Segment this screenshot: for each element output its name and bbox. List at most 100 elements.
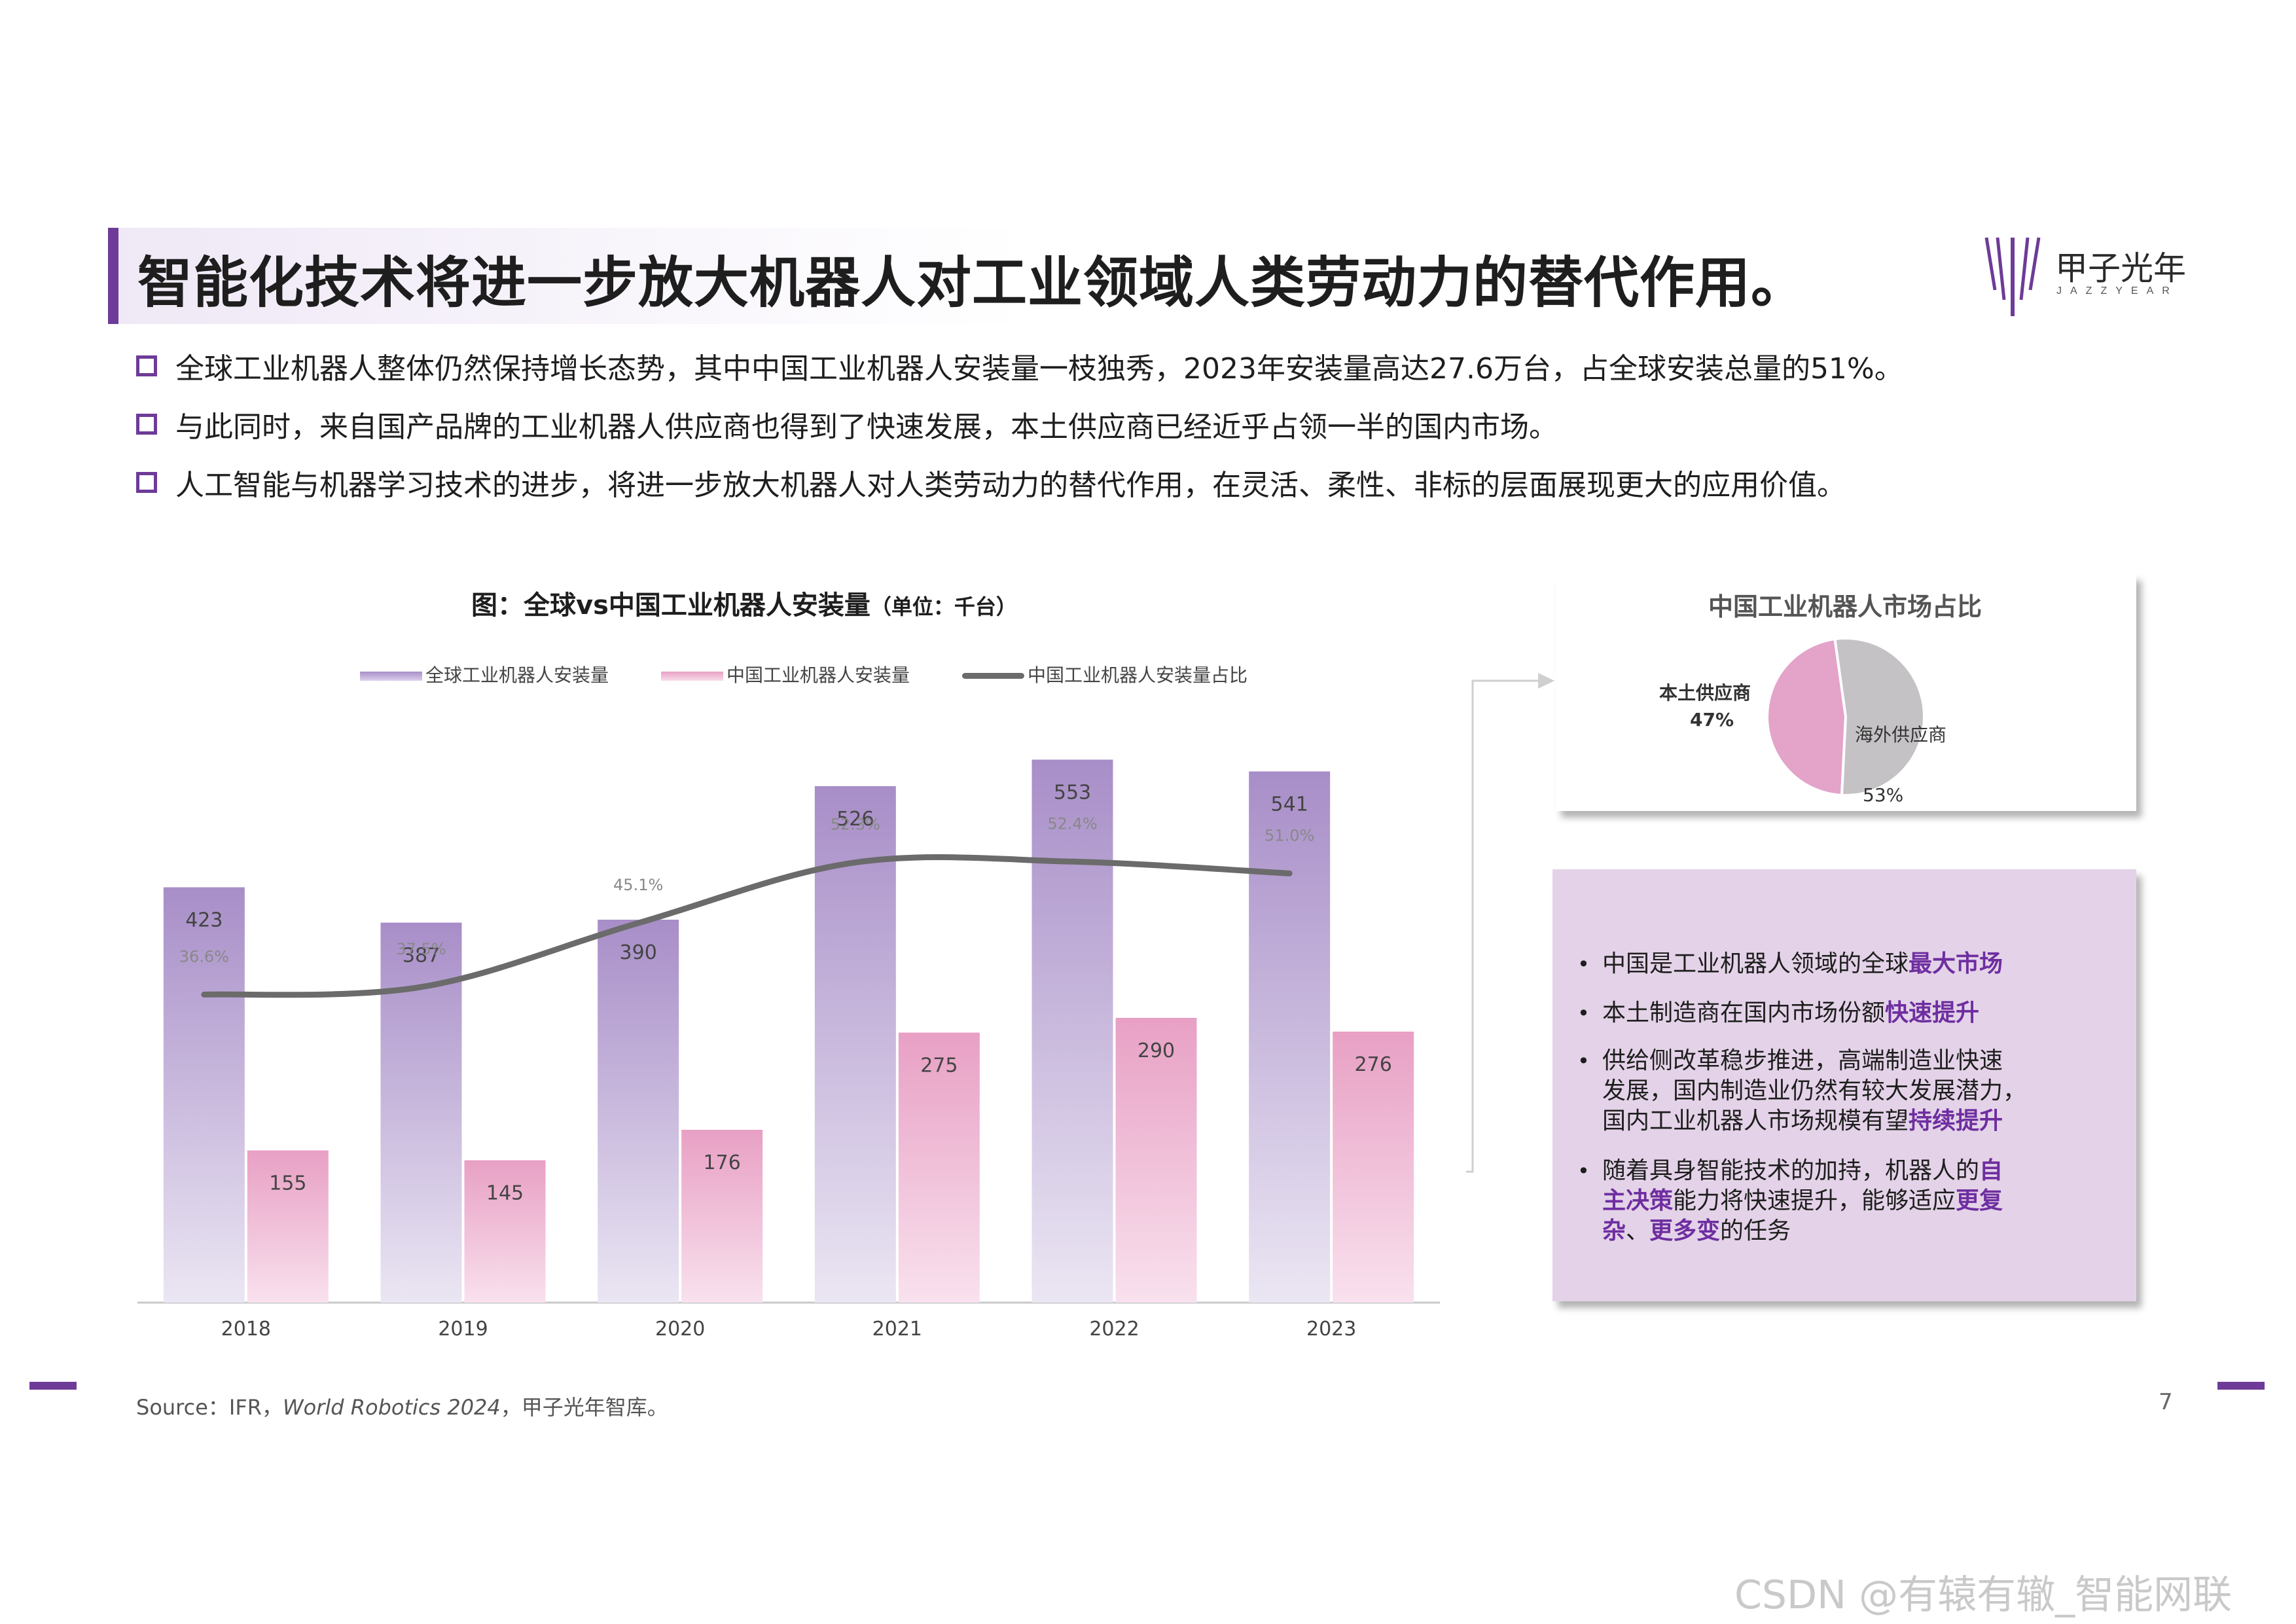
data-label-share: 37.5%	[396, 940, 446, 958]
share-line	[201, 854, 1293, 998]
summary-highlight: 杂	[1602, 1218, 1626, 1244]
bar-global	[163, 887, 245, 1303]
bar-china	[1115, 1018, 1197, 1303]
chart-title-main: 图：全球vs中国工业机器人安装量	[471, 590, 870, 621]
summary-text: 供给侧改革稳步推进，高端制造业快速	[1602, 1047, 2003, 1074]
share-point	[854, 861, 856, 863]
summary-item: • 随着具身智能技术的加持，机器人的自 主决策能力将快速提升，能够适应更复 杂、…	[1577, 1156, 2100, 1246]
summary-highlight: 主决策	[1602, 1187, 1674, 1214]
legend-swatch-global	[360, 672, 422, 681]
bar-global	[814, 786, 896, 1303]
bullet-dot-icon: •	[1577, 1001, 1590, 1026]
pie-value-overseas: 53%	[1863, 784, 1904, 806]
footer-accent-left	[29, 1382, 77, 1390]
data-label-china: 275	[920, 1055, 958, 1077]
legend-swatch-china	[661, 672, 723, 681]
pie-slice-overseas	[1833, 637, 1926, 797]
bar-global	[598, 920, 679, 1303]
data-label-china: 276	[1355, 1053, 1392, 1076]
summary-text: 本土制造商在国内市场份额	[1602, 1000, 1886, 1026]
pie-value-domestic: 47%	[1690, 709, 1734, 731]
pie-label-domestic: 本土供应商	[1659, 682, 1751, 704]
data-label-china: 145	[486, 1182, 524, 1205]
bar-china	[681, 1130, 763, 1303]
connector-arrow	[1466, 673, 1554, 1173]
title-accent-bar	[108, 228, 118, 324]
summary-text: 发展，国内制造业仍然有较大发展潜力，	[1602, 1077, 2027, 1104]
watermark-text: CSDN @有辕有辙_智能网联	[1734, 1572, 2233, 1618]
data-label-china: 176	[704, 1151, 741, 1174]
x-tick-label: 2018	[221, 1318, 271, 1341]
legend-label-china: 中国工业机器人安装量	[726, 664, 910, 686]
x-tick-label: 2019	[438, 1318, 488, 1341]
summary-item: • 本土制造商在国内市场份额快速提升	[1577, 998, 2100, 1028]
legend-swatch-share	[962, 673, 1024, 679]
summary-highlight: 最大市场	[1909, 950, 2003, 977]
data-label-share: 45.1%	[613, 876, 663, 894]
source-note: Source：IFR，World Robotics 2024，甲子光年智库。	[136, 1391, 668, 1421]
bar-china	[247, 1150, 329, 1303]
share-point	[1289, 873, 1291, 875]
summary-item: • 中国是工业机器人领域的全球最大市场	[1577, 949, 2100, 979]
data-label-global: 387	[403, 945, 440, 967]
bar-global	[1249, 771, 1331, 1303]
bullet-dot-icon: •	[1577, 1159, 1590, 1183]
chart-title: 图：全球vs中国工业机器人安装量（单位：千台）	[471, 584, 1017, 622]
logo-icon	[1984, 237, 2041, 316]
bar-china	[1333, 1032, 1414, 1303]
data-label-global: 526	[836, 808, 874, 831]
pie-chart	[1766, 637, 1926, 797]
summary-highlight: 快速提升	[1885, 1000, 1980, 1026]
bar-global	[380, 922, 462, 1303]
source-text-tail: ，甲子光年智库。	[500, 1395, 668, 1420]
bullet-dot-icon: •	[1577, 952, 1590, 977]
x-tick-label: 2022	[1089, 1318, 1139, 1341]
legend-label-global: 全球工业机器人安装量	[425, 664, 609, 686]
chart-title-unit: （单位：千台）	[870, 594, 1017, 619]
data-label-share: 51.0%	[1265, 826, 1314, 844]
data-label-china: 290	[1138, 1039, 1175, 1062]
title-background	[108, 228, 1024, 324]
bullet-text: 全球工业机器人整体仍然保持增长态势，其中中国工业机器人安装量一枝独秀，2023年…	[175, 352, 1903, 386]
legend-label-share: 中国工业机器人安装量占比	[1028, 664, 1248, 686]
logo-text-cn: 甲子光年	[2055, 249, 2186, 287]
square-bullet-icon	[136, 414, 157, 435]
summary-text: 中国是工业机器人领域的全球	[1602, 950, 1909, 977]
data-label-global: 553	[1054, 782, 1091, 804]
logo-text-en: JAZZYEAR	[2056, 285, 2178, 297]
square-bullet-icon	[136, 355, 157, 376]
bullet-text: 人工智能与机器学习技术的进步，将进一步放大机器人对人类劳动力的替代作用，在灵活、…	[175, 469, 1846, 502]
x-tick-label: 2023	[1306, 1318, 1356, 1341]
bar-global	[1031, 759, 1113, 1303]
bar-china	[464, 1160, 546, 1303]
summary-item: • 供给侧改革稳步推进，高端制造业快速 发展，国内制造业仍然有较大发展潜力， 国…	[1577, 1046, 2100, 1136]
share-point	[420, 986, 422, 988]
x-tick-label: 2021	[872, 1318, 922, 1341]
summary-highlight: 自	[1979, 1157, 2003, 1184]
pie-title: 中国工业机器人市场占比	[1708, 592, 1982, 621]
share-point	[1071, 861, 1073, 863]
share-point	[203, 994, 205, 996]
summary-text: 、	[1626, 1218, 1650, 1244]
summary-highlight: 持续提升	[1909, 1108, 2003, 1134]
bar-china	[898, 1032, 980, 1303]
summary-text: 国内工业机器人市场规模有望	[1602, 1108, 1909, 1134]
square-bullet-icon	[136, 472, 157, 493]
data-label-global: 423	[185, 909, 223, 932]
share-point	[637, 922, 639, 924]
bullet-dot-icon: •	[1577, 1049, 1590, 1074]
source-publication: World Robotics 2024	[283, 1395, 501, 1420]
summary-text: 的任务	[1720, 1218, 1791, 1244]
data-label-share: 52.3%	[831, 816, 880, 834]
pie-label-overseas: 海外供应商	[1855, 724, 1947, 746]
summary-highlight: 更复	[1956, 1187, 2003, 1214]
pie-slice-domestic	[1766, 637, 1848, 797]
summary-text: 随着具身智能技术的加持，机器人的	[1602, 1157, 1980, 1184]
page-number: 7	[2159, 1389, 2173, 1415]
data-label-china: 155	[269, 1172, 306, 1195]
footer-accent-right	[2217, 1382, 2265, 1390]
data-label-global: 541	[1271, 793, 1308, 816]
summary-box	[1552, 869, 2136, 1301]
summary-highlight: 更多变	[1649, 1218, 1721, 1244]
summary-text: 能力将快速提升，能够适应	[1673, 1187, 1956, 1214]
